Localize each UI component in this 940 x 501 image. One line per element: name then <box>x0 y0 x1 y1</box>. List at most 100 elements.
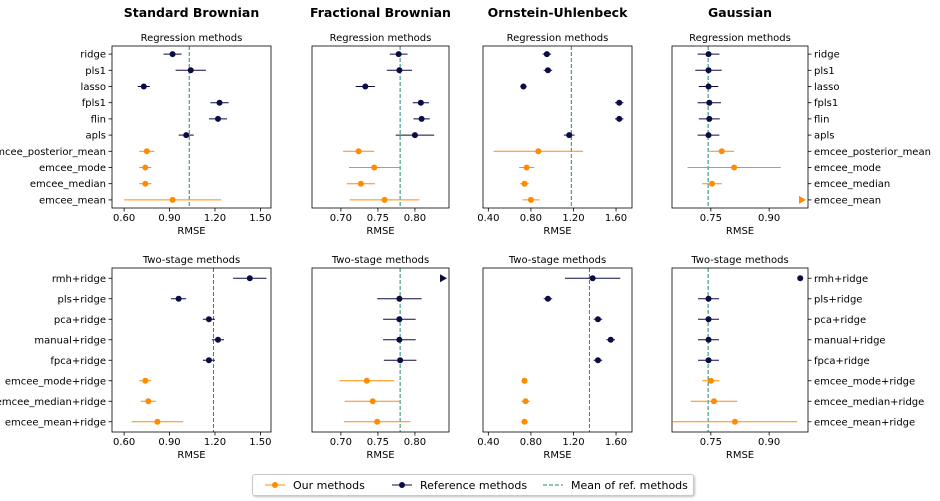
panel-1-1-ytick-label-6: apls <box>86 131 106 142</box>
panel-2-4-ytick-label-3: pca+ridge <box>814 315 866 326</box>
panel-1-1-xtick-label-1: 0.60 <box>113 213 135 224</box>
panel-2-2-xlabel: RMSE <box>366 450 394 461</box>
panel-1-4-frame <box>671 45 809 209</box>
panel-2-1-point-7 <box>145 398 152 405</box>
panel-2-4-point-4 <box>705 336 712 343</box>
panel-1-2-point-5 <box>418 115 425 122</box>
legend-label-ours: Our methods <box>293 478 365 492</box>
panel-1-3-point-6 <box>566 132 573 139</box>
panel-1-2-point-9 <box>357 180 364 187</box>
column-header-2: Fractional Brownian <box>310 5 451 20</box>
panel-2-1-point-2 <box>175 295 182 302</box>
panel-1-1-title: Regression methods <box>141 33 243 44</box>
panel-1-4-point-2 <box>705 67 712 74</box>
panel-1-3-point-9 <box>521 180 528 187</box>
panel-1-4-point-4 <box>706 99 713 106</box>
panel-1-1-xtick-label-3: 1.20 <box>204 213 226 224</box>
panel-1-1-ytick-label-1: ridge <box>80 50 106 61</box>
panel-2-4-title: Two-stage methods <box>690 255 788 266</box>
panel-2-2-frame <box>311 267 450 433</box>
panel-2-2-point-4 <box>396 336 403 343</box>
panel-1-4-ytick-label-9: emcee_median <box>814 179 890 190</box>
panel-1-3-frame <box>482 45 633 209</box>
panel-1-4-ytick-label-10: emcee_mean <box>814 195 881 206</box>
panel-2-4-point-1 <box>797 275 804 282</box>
panel-1-4-xlabel: RMSE <box>726 226 754 237</box>
panel-2-1-ytick-label-7: emcee_median+ridge <box>0 397 106 408</box>
panel-1-1-ytick-label-7: emcee_posterior_mean <box>0 147 106 158</box>
panel-2-2-point-8 <box>374 418 381 425</box>
panel-1-4-point-6 <box>705 132 712 139</box>
panel-1-4-point-9 <box>709 180 716 187</box>
panel-2-1-ytick-label-6: emcee_mode+ridge <box>5 376 106 387</box>
panel-1-3-xtick-label-4: 1.60 <box>605 213 627 224</box>
panel-2-2-title: Two-stage methods <box>331 255 429 266</box>
panel-2-1-ytick-label-1: rmh+ridge <box>52 274 106 285</box>
panel-1-1-point-5 <box>215 115 221 122</box>
panel-1-1-ytick-label-2: pls1 <box>85 66 106 77</box>
panel-1-4-ytick-label-3: lasso <box>814 82 839 93</box>
panel-2-1-ytick-label-3: pca+ridge <box>54 315 106 326</box>
panel-1-1-ytick-label-3: lasso <box>81 82 106 93</box>
panel-2-1-xtick-label-4: 1.50 <box>249 437 271 448</box>
panel-1-2-title: Regression methods <box>330 33 432 44</box>
panel-1-1-point-3 <box>140 83 147 90</box>
panel-1-3-point-2 <box>544 67 551 74</box>
panel-1-3-xtick-label-2: 0.80 <box>520 213 542 224</box>
column-header-3: Ornstein-Uhlenbeck <box>488 5 629 20</box>
panel-2-2-point-5 <box>397 357 404 364</box>
panel-1-1-ytick-label-5: flin <box>91 114 106 125</box>
panel-1-2-xtick-label-2: 0.75 <box>367 213 389 224</box>
panel-2-4-point-2 <box>705 295 712 302</box>
panel-2-3-frame <box>482 267 633 433</box>
panel-2-2-xtick-label-3: 0.80 <box>404 437 426 448</box>
panel-1-4-point-10-offscale <box>799 195 806 204</box>
panel-1-2-plot-area <box>312 46 449 208</box>
panel-2-4-plot-area <box>672 268 808 432</box>
panel-1-4-plot-area <box>672 46 808 208</box>
panel-2-2-plot-area <box>312 268 449 432</box>
panel-2-3-plot-area <box>483 268 632 432</box>
panel-1-4-point-8 <box>731 164 738 171</box>
panel-1-4-point-3 <box>705 83 712 90</box>
legend-line-mean <box>543 484 563 486</box>
panel-1-4-point-1 <box>705 51 712 58</box>
panel-1-4-xtick-label-2: 0.90 <box>758 213 780 224</box>
panel-1-3-point-10 <box>527 196 534 203</box>
panel-2-3-point-6 <box>521 377 528 384</box>
panel-2-3-point-1 <box>589 275 596 282</box>
panel-1-2-xtick-label-3: 0.80 <box>404 213 426 224</box>
panel-2-4-ytick-label-8: emcee_mean+ridge <box>814 417 915 428</box>
panel-2-1-point-5 <box>205 357 212 364</box>
panel-1-3-xlabel: RMSE <box>543 226 571 237</box>
panel-2-4-point-7 <box>710 398 717 405</box>
panel-1-3-xtick-label-3: 1.20 <box>562 213 584 224</box>
panel-2-4-ytick-label-1: rmh+ridge <box>814 274 868 285</box>
panel-1-2-xlabel: RMSE <box>366 226 394 237</box>
panel-1-1-point-8 <box>142 164 149 171</box>
panel-1-3-point-5 <box>616 115 623 122</box>
panel-2-3-point-5 <box>594 357 601 364</box>
column-header-1: Standard Brownian <box>124 5 260 20</box>
panel-2-1-point-3 <box>205 316 212 323</box>
panel-2-1-ytick-label-5: fpca+ridge <box>50 356 106 367</box>
panel-2-3-point-4 <box>607 336 614 343</box>
panel-2-3-xtick-label-2: 0.80 <box>520 437 542 448</box>
panel-1-2-point-1 <box>395 51 402 58</box>
panel-2-2-point-6 <box>363 377 370 384</box>
panel-2-1-xtick-label-2: 0.90 <box>158 437 180 448</box>
legend-label-ref: Reference methods <box>420 478 528 492</box>
panel-2-4-point-8 <box>731 418 738 425</box>
panel-2-2-xtick-label-1: 0.70 <box>330 437 352 448</box>
panel-1-1-frame <box>111 45 272 209</box>
panel-1-3-xtick-label-1: 0.40 <box>477 213 499 224</box>
panel-1-1-xtick-label-2: 0.90 <box>158 213 180 224</box>
panel-2-4-ytick-label-2: pls+ridge <box>814 294 862 305</box>
panel-1-1-point-7 <box>143 148 150 155</box>
panel-1-4-point-5 <box>706 115 713 122</box>
panel-2-3-point-7 <box>522 398 529 405</box>
panel-1-4-ytick-label-2: pls1 <box>814 66 835 77</box>
panel-1-1-xlabel: RMSE <box>177 226 205 237</box>
panel-1-4-ytick-label-6: apls <box>814 131 834 142</box>
panel-1-4-xtick-label-1: 0.75 <box>700 213 722 224</box>
